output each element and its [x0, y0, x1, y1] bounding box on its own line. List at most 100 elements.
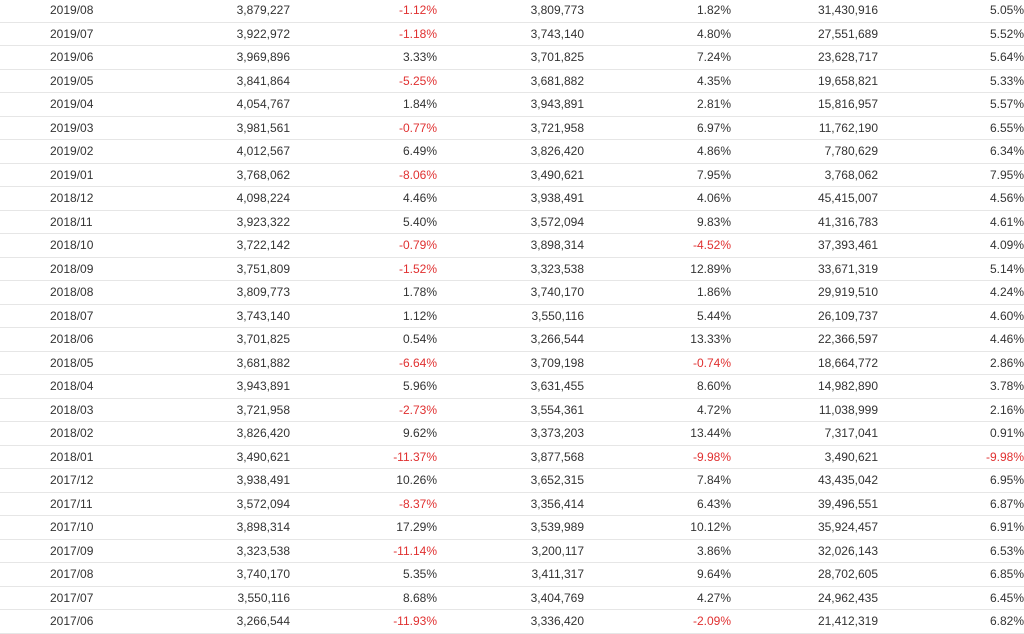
date-cell: 2019/04	[0, 92, 102, 117]
value-cell: 3,809,773	[437, 0, 584, 23]
table-row: 2018/03 3,721,958 -2.73% 3,554,361 4.72% 11,0…	[0, 398, 1024, 422]
date-cell: 2018/10	[0, 233, 102, 258]
change-percent-cell: 13.33%	[584, 327, 731, 352]
value-cell: 3,743,140	[102, 304, 290, 328]
change-percent-cell: 9.64%	[584, 562, 731, 587]
cumulative-value-cell: 19,658,821	[731, 69, 878, 93]
value-cell: 3,681,882	[437, 69, 584, 93]
change-percent-cell: 1.84%	[290, 92, 437, 117]
change-percent-cell: -0.79%	[290, 233, 437, 258]
change-percent-cell: -11.93%	[290, 609, 437, 634]
cumulative-percent-cell: 4.61%	[878, 210, 1024, 234]
change-percent-cell: -8.06%	[290, 163, 437, 187]
change-percent-cell: 17.29%	[290, 515, 437, 540]
cumulative-value-cell: 23,628,717	[731, 45, 878, 70]
value-cell: 4,098,224	[102, 186, 290, 211]
change-percent-cell: 3.86%	[584, 539, 731, 563]
cumulative-percent-cell: 4.56%	[878, 186, 1024, 211]
value-cell: 3,266,544	[437, 327, 584, 352]
cumulative-value-cell: 18,664,772	[731, 351, 878, 375]
change-percent-cell: -6.64%	[290, 351, 437, 375]
cumulative-value-cell: 31,430,916	[731, 0, 878, 23]
table-row: 2019/02 4,012,567 6.49% 3,826,420 4.86% 7,780…	[0, 139, 1024, 164]
table-row: 2019/03 3,981,561 -0.77% 3,721,958 6.97% 11,7…	[0, 116, 1024, 140]
value-cell: 3,740,170	[437, 280, 584, 305]
value-cell: 3,722,142	[102, 233, 290, 258]
value-cell: 3,743,140	[437, 22, 584, 46]
date-cell: 2019/07	[0, 22, 102, 46]
cumulative-value-cell: 28,702,605	[731, 562, 878, 587]
table-row: 2019/05 3,841,864 -5.25% 3,681,882 4.35% 19,6…	[0, 69, 1024, 93]
cumulative-value-cell: 24,962,435	[731, 586, 878, 610]
date-cell: 2017/08	[0, 562, 102, 587]
table-row: 2019/06 3,969,896 3.33% 3,701,825 7.24% 23,62…	[0, 45, 1024, 70]
change-percent-cell: 0.54%	[290, 327, 437, 352]
value-cell: 3,266,544	[102, 609, 290, 634]
value-cell: 3,898,314	[437, 233, 584, 258]
change-percent-cell: 4.80%	[584, 22, 731, 46]
date-cell: 2019/06	[0, 45, 102, 70]
change-percent-cell: 6.97%	[584, 116, 731, 140]
table-row: 2018/01 3,490,621 -11.37% 3,877,568 -9.98% 3,…	[0, 445, 1024, 469]
date-cell: 2017/10	[0, 515, 102, 540]
change-percent-cell: 2.81%	[584, 92, 731, 117]
table-row: 2019/01 3,768,062 -8.06% 3,490,621 7.95% 3,76…	[0, 163, 1024, 187]
date-cell: 2018/04	[0, 374, 102, 399]
value-cell: 3,411,317	[437, 562, 584, 587]
change-percent-cell: -4.52%	[584, 233, 731, 258]
cumulative-value-cell: 7,317,041	[731, 421, 878, 446]
value-cell: 3,809,773	[102, 280, 290, 305]
value-cell: 3,200,117	[437, 539, 584, 563]
date-cell: 2018/07	[0, 304, 102, 328]
value-cell: 4,054,767	[102, 92, 290, 117]
table-row: 2017/12 3,938,491 10.26% 3,652,315 7.84% 43,4…	[0, 468, 1024, 493]
cumulative-percent-cell: 6.45%	[878, 586, 1024, 610]
table-row: 2017/06 3,266,544 -11.93% 3,336,420 -2.09% 21…	[0, 609, 1024, 634]
value-cell: 3,768,062	[102, 163, 290, 187]
value-cell: 3,826,420	[102, 421, 290, 446]
table-row: 2018/05 3,681,882 -6.64% 3,709,198 -0.74% 18,…	[0, 351, 1024, 375]
date-cell: 2019/03	[0, 116, 102, 140]
cumulative-percent-cell: 6.55%	[878, 116, 1024, 140]
cumulative-percent-cell: 6.95%	[878, 468, 1024, 493]
value-cell: 3,938,491	[437, 186, 584, 211]
cumulative-value-cell: 21,412,319	[731, 609, 878, 634]
date-cell: 2019/02	[0, 139, 102, 164]
date-cell: 2018/09	[0, 257, 102, 281]
cumulative-value-cell: 27,551,689	[731, 22, 878, 46]
change-percent-cell: 10.12%	[584, 515, 731, 540]
date-cell: 2019/05	[0, 69, 102, 93]
value-cell: 3,490,621	[437, 163, 584, 187]
table-row: 2018/04 3,943,891 5.96% 3,631,455 8.60% 14,98…	[0, 374, 1024, 399]
cumulative-value-cell: 35,924,457	[731, 515, 878, 540]
date-cell: 2017/12	[0, 468, 102, 493]
value-cell: 3,877,568	[437, 445, 584, 469]
change-percent-cell: 6.49%	[290, 139, 437, 164]
value-cell: 3,922,972	[102, 22, 290, 46]
value-cell: 3,652,315	[437, 468, 584, 493]
change-percent-cell: -1.18%	[290, 22, 437, 46]
value-cell: 3,550,116	[437, 304, 584, 328]
change-percent-cell: 9.83%	[584, 210, 731, 234]
date-cell: 2018/12	[0, 186, 102, 211]
table-row: 2017/10 3,898,314 17.29% 3,539,989 10.12% 35,…	[0, 515, 1024, 540]
change-percent-cell: -11.14%	[290, 539, 437, 563]
value-cell: 3,373,203	[437, 421, 584, 446]
table-row: 2018/10 3,722,142 -0.79% 3,898,314 -4.52% 37,…	[0, 233, 1024, 258]
value-cell: 3,554,361	[437, 398, 584, 422]
change-percent-cell: 1.86%	[584, 280, 731, 305]
change-percent-cell: 6.43%	[584, 492, 731, 516]
value-cell: 3,923,322	[102, 210, 290, 234]
value-cell: 3,943,891	[437, 92, 584, 117]
cumulative-percent-cell: 3.78%	[878, 374, 1024, 399]
table-row: 2018/12 4,098,224 4.46% 3,938,491 4.06% 45,41…	[0, 186, 1024, 211]
change-percent-cell: -2.73%	[290, 398, 437, 422]
date-cell: 2017/06	[0, 609, 102, 634]
value-cell: 3,709,198	[437, 351, 584, 375]
value-cell: 3,701,825	[102, 327, 290, 352]
cumulative-value-cell: 37,393,461	[731, 233, 878, 258]
value-cell: 3,631,455	[437, 374, 584, 399]
cumulative-percent-cell: 4.24%	[878, 280, 1024, 305]
cumulative-percent-cell: 6.85%	[878, 562, 1024, 587]
date-cell: 2018/08	[0, 280, 102, 305]
